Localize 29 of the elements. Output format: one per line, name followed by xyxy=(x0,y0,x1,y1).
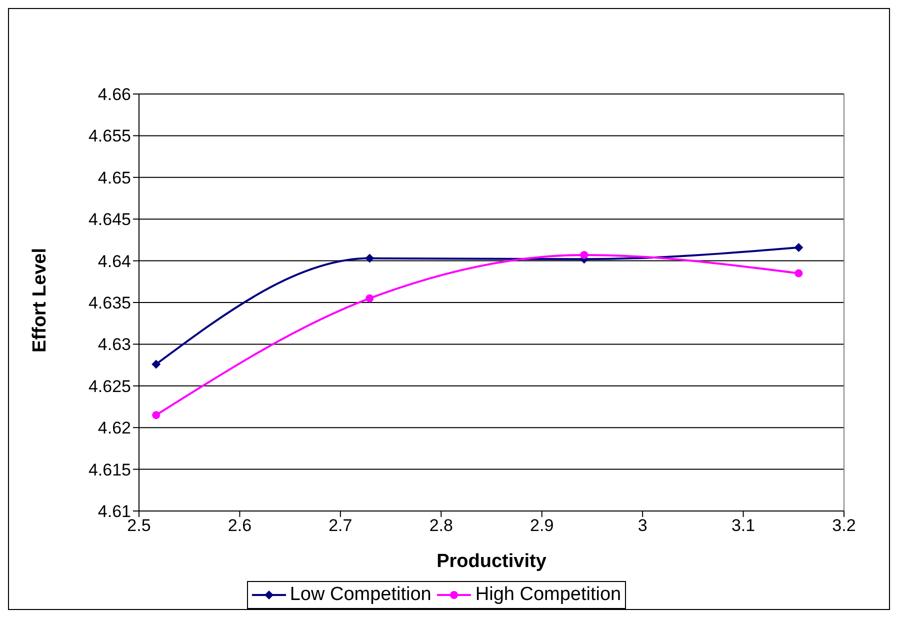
point xyxy=(580,250,588,259)
x-axis-title: Productivity xyxy=(436,551,547,572)
point xyxy=(366,294,374,302)
y-tick-label: 4.615 xyxy=(88,460,131,480)
y-tick-label: 4.65 xyxy=(98,168,131,188)
x-tick-label: 3.2 xyxy=(832,516,856,536)
x-tick-label: 2.6 xyxy=(228,516,252,536)
x-tick-label: 2.8 xyxy=(429,516,453,536)
y-tick-label: 4.62 xyxy=(98,418,131,438)
y-tick-label: 4.63 xyxy=(98,335,131,354)
point xyxy=(794,269,803,278)
x-tick-label: 3 xyxy=(638,516,648,536)
x-tick-label: 2.9 xyxy=(530,516,554,536)
x-tick-label: 2.7 xyxy=(328,516,352,536)
point xyxy=(152,360,161,369)
point xyxy=(794,242,804,252)
y-tick-label: 4.645 xyxy=(88,210,131,230)
point xyxy=(365,254,374,263)
x-tick-label: 2.5 xyxy=(127,516,151,536)
point xyxy=(152,411,160,420)
y-tick-label: 4.625 xyxy=(88,376,131,396)
y-tick-label: 4.635 xyxy=(88,294,131,313)
x-tick-label: 3.1 xyxy=(731,516,756,536)
y-tick-label: 4.64 xyxy=(98,252,131,271)
y-axis-title: Effort Level xyxy=(30,248,51,352)
legend-label: Low Competition xyxy=(288,584,432,606)
y-tick-label: 4.655 xyxy=(88,126,131,146)
y-tick-label: 4.66 xyxy=(98,85,131,104)
legend-label: High Competition xyxy=(474,584,622,606)
